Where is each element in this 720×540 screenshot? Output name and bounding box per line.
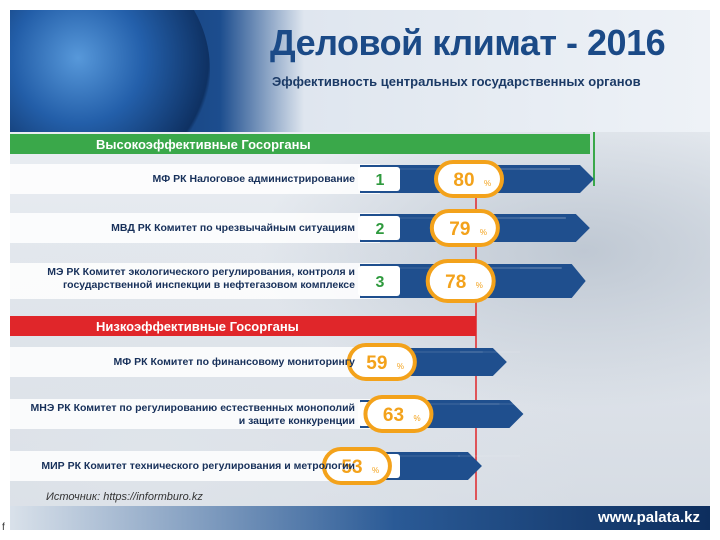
source-note: Источник: https://informburo.kz: [46, 491, 203, 503]
efficiency-chart: Высокоэффективные Госорганы 1 80 % 2 79 % 3 78 % Н…: [10, 132, 595, 500]
rank-badge: [358, 216, 400, 240]
row-label: МВД РК Комитет по чрезвычайным ситуациям: [111, 222, 355, 234]
row-label-plate: [10, 347, 380, 377]
value-pill: [363, 395, 434, 433]
group-header-band: [10, 134, 590, 154]
value-label: 80: [453, 170, 474, 191]
value-label: 79: [449, 219, 470, 240]
row-label-plate: [10, 451, 380, 481]
value-label: 59: [366, 353, 387, 374]
row-label: МФ РК Налоговое администрирование: [152, 173, 355, 185]
value-unit-label: %: [413, 414, 420, 423]
slide: Деловой климат - 2016 Эффективность цент…: [10, 10, 710, 530]
value-pill: [429, 209, 500, 247]
row-label-plate: [10, 164, 380, 194]
value-label: 63: [383, 405, 404, 426]
value-unit-label: %: [372, 466, 379, 475]
website-label: www.palata.kz: [598, 509, 700, 526]
row-label: МИР РК Комитет технического регулировани…: [41, 460, 355, 472]
value-unit-label: %: [484, 179, 491, 188]
page-subtitle: Эффективность центральных государственны…: [272, 74, 641, 89]
header-banner: Деловой климат - 2016 Эффективность цент…: [10, 10, 710, 190]
row-label-plate: [10, 399, 380, 429]
value-pill: [346, 343, 417, 381]
group-header-label: Низкоэффективные Госорганы: [96, 319, 299, 334]
page-title: Деловой климат - 2016: [270, 22, 666, 63]
rank-badge: [358, 266, 400, 296]
group-header-label: Высокоэффективные Госорганы: [96, 137, 311, 152]
footer-bar: www.palata.kz: [10, 506, 710, 530]
value-unit-label: %: [397, 362, 404, 371]
row-label: МФ РК Комитет по финансовому мониторингу: [113, 356, 355, 368]
row-label: МЭ РК Комитет экологического регулирован…: [47, 266, 355, 291]
row-label-plate: [10, 213, 380, 243]
value-pill: [434, 160, 504, 198]
rank-label: 2: [376, 221, 385, 238]
value-label: 53: [341, 457, 362, 478]
corner-mark: f: [2, 522, 5, 533]
row-label-plate: [10, 263, 380, 299]
rank-label: 1: [376, 172, 385, 189]
value-pill: [425, 259, 496, 303]
value-unit-label: %: [480, 228, 487, 237]
rank-badge: [358, 167, 400, 191]
group-header-band: [10, 316, 476, 336]
value-pill: [321, 447, 392, 485]
value-unit-label: %: [476, 281, 483, 290]
row-label: МНЭ РК Комитет по регулированию естестве…: [30, 402, 355, 427]
value-label: 78: [445, 272, 466, 293]
rank-label: 3: [376, 274, 385, 291]
